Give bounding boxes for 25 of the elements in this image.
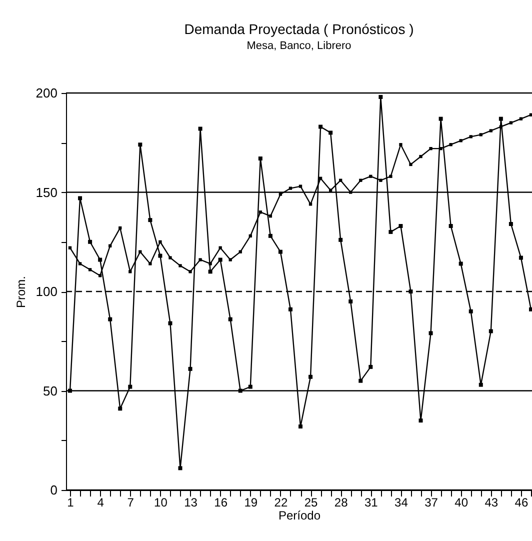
x-tick-label: 4	[97, 496, 104, 510]
x-tick-label: 22	[274, 496, 288, 510]
x-tick-label: 37	[424, 496, 438, 510]
y-tick-label: 150	[36, 184, 58, 200]
x-tick-label: 31	[364, 496, 378, 510]
y-tick-label: 50	[43, 383, 58, 398]
x-tick-label: 28	[334, 496, 348, 510]
y-tick-label: 200	[36, 86, 58, 100]
x-tick-label: 7	[127, 496, 134, 510]
x-tick-label: 13	[184, 496, 198, 510]
x-tick-label: 43	[484, 496, 498, 510]
x-tick-label: 19	[244, 496, 258, 510]
y-tick-label: 100	[36, 284, 58, 299]
x-tick-label: 25	[304, 496, 318, 510]
y-axis-title: Prom.	[14, 276, 28, 308]
chart-subtitle: Mesa, Banco, Librero	[246, 40, 352, 52]
x-tick-label: 40	[454, 496, 468, 510]
x-tick-label: 1	[67, 496, 74, 510]
x-tick-label: 10	[154, 496, 168, 510]
chart-title: Demanda Proyectada ( Pronósticos )	[184, 21, 414, 37]
x-axis-title: Período	[278, 508, 321, 522]
x-tick-label: 34	[394, 496, 408, 510]
y-tick-label: 0	[50, 482, 58, 498]
x-tick-label: 46	[514, 496, 528, 510]
x-tick-label: 16	[214, 496, 228, 510]
